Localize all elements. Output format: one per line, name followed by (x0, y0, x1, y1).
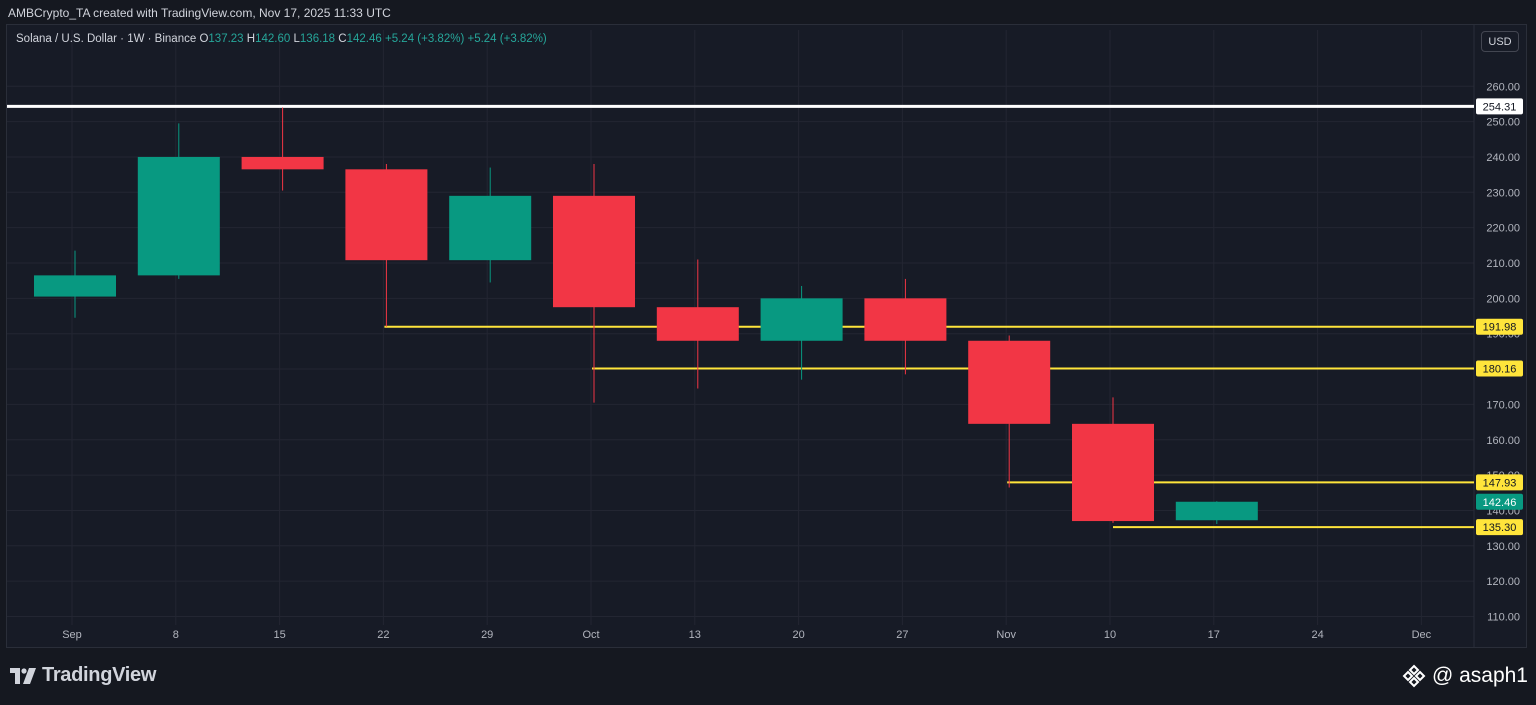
candle-body[interactable] (760, 298, 843, 341)
open-value: 137.23 (208, 33, 244, 45)
author-handle: @ asaph1 (1402, 664, 1528, 688)
tradingview-brand: TradingView (42, 664, 157, 686)
y-tick-label: 220.00 (1486, 223, 1520, 235)
x-tick-label: Sep (62, 629, 82, 641)
y-tick-label: 210.00 (1486, 258, 1520, 270)
x-tick-label: 20 (792, 629, 804, 641)
candle-body[interactable] (864, 298, 947, 341)
x-tick-label: 29 (481, 629, 493, 641)
x-tick-label: 27 (896, 629, 908, 641)
candle-body[interactable] (656, 307, 739, 341)
candle-body[interactable] (345, 169, 428, 261)
level-price-tag: 135.30 (1483, 522, 1517, 534)
candle-body[interactable] (241, 156, 324, 170)
y-tick-label: 240.00 (1486, 152, 1520, 164)
y-tick-label: 120.00 (1486, 576, 1520, 588)
high-value: 142.60 (255, 33, 291, 45)
candle-body[interactable] (137, 156, 220, 276)
candle-body[interactable] (1072, 423, 1154, 522)
x-tick-label: 17 (1208, 629, 1220, 641)
x-tick-label: 8 (173, 629, 179, 641)
x-tick-label: 15 (273, 629, 285, 641)
high-label: H (246, 33, 256, 45)
x-tick-label: Oct (582, 629, 599, 641)
y-tick-label: 170.00 (1486, 399, 1520, 411)
handle-text: @ asaph1 (1431, 664, 1528, 687)
symbol-legend[interactable]: Solana / U.S. Dollar · 1W · Binance O137… (16, 33, 547, 45)
level-price-tag-bg (1476, 318, 1523, 335)
change-value-secondary: +5.24 (+3.82%) (467, 33, 547, 45)
candle-body[interactable] (34, 275, 116, 297)
current-price-tag: 142.46 (1483, 497, 1517, 509)
current-price-tag-bg (1476, 493, 1523, 510)
x-tick-label: 13 (689, 629, 701, 641)
candle-body[interactable] (1175, 501, 1258, 521)
tradingview-icon (10, 667, 36, 684)
level-price-tag: 191.98 (1483, 322, 1517, 334)
binance-icon (1402, 664, 1426, 688)
candle-body[interactable] (449, 195, 532, 261)
symbol-name: Solana / U.S. Dollar · 1W · Binance (16, 33, 197, 45)
attribution-text: AMBCrypto_TA created with TradingView.co… (8, 6, 391, 20)
tradingview-logo[interactable]: TradingView (10, 664, 156, 687)
candle-body[interactable] (968, 340, 1051, 424)
close-label: C (338, 33, 347, 45)
y-tick-label: 110.00 (1487, 612, 1520, 624)
currency-button[interactable]: USD (1481, 31, 1519, 52)
y-tick-label: 160.00 (1486, 435, 1520, 447)
change-value: +5.24 (+3.82%) (385, 33, 465, 45)
x-tick-label: 10 (1104, 629, 1116, 641)
x-tick-label: Nov (996, 629, 1016, 641)
y-tick-label: 260.00 (1486, 81, 1520, 93)
x-tick-label: Dec (1412, 629, 1432, 641)
resistance-price-tag-bg (1476, 98, 1523, 115)
y-tick-label: 200.00 (1486, 293, 1520, 305)
level-price-tag: 147.93 (1483, 477, 1517, 489)
close-value: 142.46 (346, 33, 382, 45)
x-tick-label: 22 (377, 629, 389, 641)
resistance-price-tag: 254.31 (1483, 101, 1517, 113)
open-label: O (199, 33, 209, 45)
low-label: L (293, 33, 300, 45)
level-price-tag-bg (1476, 360, 1523, 377)
level-price-tag: 180.16 (1483, 363, 1517, 375)
level-price-tag-bg (1476, 519, 1523, 536)
y-tick-label: 230.00 (1486, 187, 1520, 199)
y-tick-label: 250.00 (1486, 117, 1520, 129)
level-price-tag-bg (1476, 474, 1523, 491)
y-tick-label: 130.00 (1486, 541, 1520, 553)
candle-body[interactable] (553, 195, 635, 308)
x-tick-label: 24 (1311, 629, 1323, 641)
low-value: 136.18 (299, 33, 336, 45)
